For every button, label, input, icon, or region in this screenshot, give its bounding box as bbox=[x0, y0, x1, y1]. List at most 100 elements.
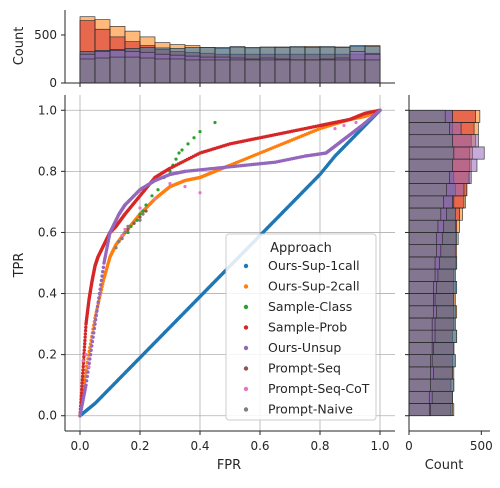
y-axis-label: TPR bbox=[12, 253, 27, 279]
data-point bbox=[198, 191, 202, 195]
data-point bbox=[83, 332, 88, 336]
data-point bbox=[177, 151, 181, 155]
data-point bbox=[89, 348, 93, 352]
hist-bar bbox=[408, 171, 450, 184]
hist-bar bbox=[408, 317, 433, 331]
x-tick-label: 0.4 bbox=[190, 439, 209, 453]
legend-label: Sample-Class bbox=[268, 299, 352, 314]
data-point bbox=[135, 218, 139, 222]
legend-entry: Ours-Sup-1call bbox=[243, 258, 360, 273]
data-point bbox=[93, 322, 97, 326]
y-tick-label: 0.8 bbox=[38, 164, 57, 178]
data-point bbox=[342, 123, 346, 128]
hist-bar bbox=[154, 58, 171, 84]
data-point bbox=[153, 197, 157, 201]
data-point bbox=[79, 394, 83, 398]
data-point bbox=[83, 342, 87, 346]
data-point bbox=[99, 283, 103, 287]
data-point bbox=[80, 378, 85, 382]
data-point bbox=[80, 381, 84, 385]
data-point bbox=[95, 304, 100, 309]
data-point bbox=[83, 328, 88, 333]
hist-bar bbox=[334, 59, 351, 84]
legend-entry: Ours-Sup-2call bbox=[243, 279, 360, 294]
top-hist-tick-label: 0 bbox=[49, 76, 57, 90]
data-point bbox=[141, 209, 145, 213]
hist-bar bbox=[304, 59, 321, 84]
hist-bar bbox=[408, 342, 433, 355]
data-point bbox=[88, 352, 93, 357]
x-tick-label: 0.8 bbox=[310, 439, 329, 453]
data-point bbox=[126, 230, 130, 235]
data-point bbox=[97, 291, 102, 296]
data-point bbox=[80, 387, 84, 392]
data-point bbox=[117, 240, 121, 244]
data-point bbox=[378, 108, 382, 112]
data-point bbox=[84, 368, 88, 372]
data-point bbox=[80, 384, 84, 388]
data-point bbox=[126, 224, 130, 228]
hist-bar bbox=[408, 293, 434, 307]
data-point bbox=[150, 194, 154, 198]
legend-marker bbox=[243, 263, 249, 269]
hist-bar bbox=[229, 59, 246, 84]
data-point bbox=[123, 230, 127, 235]
data-point bbox=[333, 127, 337, 131]
data-point bbox=[168, 181, 172, 186]
data-point bbox=[81, 361, 86, 366]
legend-entry: Prompt-Naive bbox=[243, 402, 353, 417]
data-point bbox=[213, 120, 217, 125]
hist-bar bbox=[289, 59, 306, 84]
hist-bar bbox=[408, 109, 446, 123]
legend-entry: Sample-Class bbox=[243, 299, 352, 314]
data-point bbox=[86, 370, 90, 374]
hist-bar bbox=[408, 268, 436, 282]
hist-bar bbox=[169, 58, 186, 84]
data-point bbox=[81, 368, 85, 372]
data-point bbox=[138, 218, 142, 222]
hist-bar bbox=[408, 366, 431, 380]
right-hist-tick-label: 0 bbox=[405, 439, 413, 453]
hist-bar bbox=[408, 207, 442, 221]
hist-bar bbox=[408, 232, 437, 245]
y-tick-label: 0.0 bbox=[38, 409, 57, 423]
data-point bbox=[198, 130, 202, 134]
data-point bbox=[93, 318, 98, 322]
hist-bar bbox=[408, 354, 431, 368]
legend-entry: Ours-Unsup bbox=[243, 340, 341, 355]
hist-bar bbox=[94, 57, 111, 84]
data-point bbox=[100, 274, 104, 278]
hist-bar bbox=[259, 59, 276, 84]
data-point bbox=[354, 120, 358, 125]
hist-bar bbox=[408, 329, 433, 343]
hist-bar bbox=[184, 59, 201, 84]
legend-entry: Sample-Prob bbox=[243, 320, 347, 335]
hist-bar bbox=[408, 378, 431, 392]
hist-bar bbox=[109, 56, 126, 84]
data-point bbox=[138, 212, 142, 216]
hist-bar bbox=[408, 195, 445, 209]
right-hist-prompt-naive bbox=[408, 109, 455, 417]
data-point bbox=[84, 325, 88, 330]
hist-bar bbox=[408, 244, 437, 258]
legend-label: Ours-Sup-2call bbox=[268, 279, 360, 294]
x-tick-label: 1.0 bbox=[370, 439, 389, 453]
data-point bbox=[138, 206, 142, 210]
y-tick-label: 0.6 bbox=[38, 225, 57, 239]
data-point bbox=[97, 296, 101, 300]
legend-marker bbox=[243, 325, 249, 330]
top-marginal-histogram: 0 500 bbox=[34, 10, 395, 90]
hist-bar bbox=[408, 134, 453, 148]
hist-bar bbox=[408, 122, 450, 136]
y-tick-label: 0.2 bbox=[38, 348, 57, 362]
data-point bbox=[87, 365, 91, 369]
legend-label: Sample-Prob bbox=[268, 320, 347, 335]
data-point bbox=[84, 353, 88, 357]
data-point bbox=[99, 278, 104, 283]
x-tick-label: 0.6 bbox=[250, 439, 269, 453]
data-point bbox=[126, 227, 130, 231]
y-tick-label: 1.0 bbox=[38, 103, 57, 117]
data-point bbox=[83, 335, 87, 339]
data-point bbox=[80, 374, 85, 379]
